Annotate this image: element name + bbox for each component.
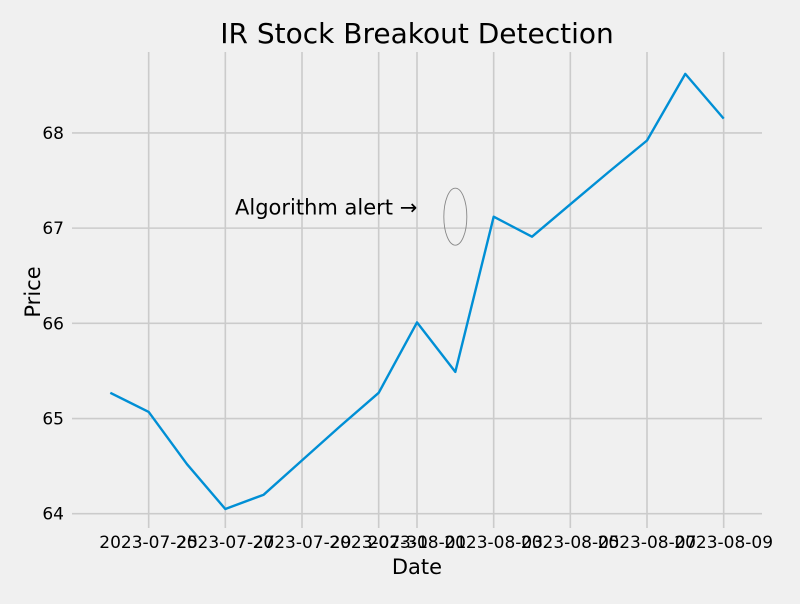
y-tick-label: 64 <box>42 505 64 525</box>
x-tick-label: 2023-08-07 <box>598 533 697 553</box>
x-tick-label: 2023-07-25 <box>99 533 198 553</box>
y-axis-label: Price <box>21 266 45 317</box>
x-tick-label: 2023-08-09 <box>674 533 773 553</box>
chart-title: IR Stock Breakout Detection <box>220 17 614 50</box>
y-tick-label: 68 <box>42 124 64 144</box>
x-tick-label: 2023-07-31 <box>329 533 428 553</box>
x-tick-label: 2023-08-03 <box>444 533 543 553</box>
x-axis-label: Date <box>392 555 442 579</box>
y-tick-label: 65 <box>42 410 64 430</box>
grid-lines <box>72 52 762 528</box>
x-tick-label: 2023-08-05 <box>521 533 620 553</box>
series-line <box>109 72 725 511</box>
x-tick-label: 2023-07-29 <box>253 533 352 553</box>
y-tick-labels: 64 65 66 67 68 <box>42 124 64 525</box>
x-tick-label: 2023-08-01 <box>368 533 467 553</box>
annotation-group: Algorithm alert → <box>235 187 468 246</box>
annotation-ellipse <box>443 187 468 246</box>
y-tick-label: 67 <box>42 219 64 239</box>
x-tick-labels: 2023-07-252023-07-272023-07-292023-07-31… <box>99 533 773 553</box>
x-tick-label: 2023-07-27 <box>176 533 275 553</box>
y-tick-label: 66 <box>42 314 64 334</box>
series-group <box>109 72 725 511</box>
annotation-text: Algorithm alert → <box>235 196 417 220</box>
